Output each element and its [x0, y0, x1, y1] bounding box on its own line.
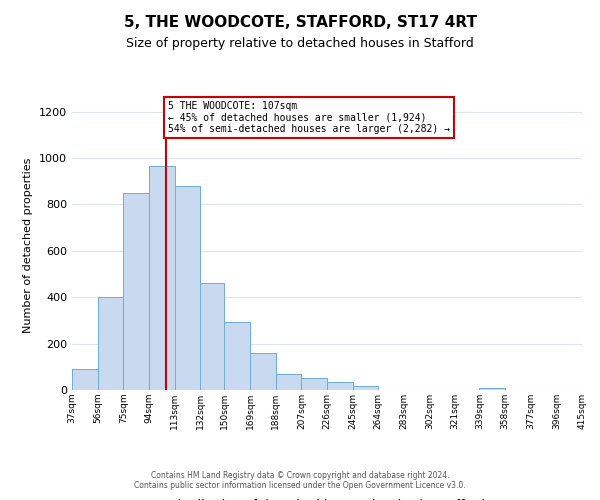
Bar	[224, 322, 250, 390]
Bar	[250, 353, 276, 390]
Bar	[327, 382, 353, 390]
Y-axis label: Number of detached properties: Number of detached properties	[23, 158, 34, 332]
Bar	[175, 186, 200, 390]
Bar	[200, 284, 224, 390]
Text: 5 THE WOODCOTE: 107sqm
← 45% of detached houses are smaller (1,924)
54% of semi-: 5 THE WOODCOTE: 107sqm ← 45% of detached…	[168, 101, 450, 134]
X-axis label: Distribution of detached houses by size in Stafford: Distribution of detached houses by size …	[169, 498, 485, 500]
Bar	[123, 194, 149, 390]
Text: Contains HM Land Registry data © Crown copyright and database right 2024.
Contai: Contains HM Land Registry data © Crown c…	[134, 470, 466, 490]
Text: Size of property relative to detached houses in Stafford: Size of property relative to detached ho…	[126, 38, 474, 51]
Bar	[301, 378, 327, 390]
Bar	[98, 297, 123, 390]
Bar	[479, 388, 505, 390]
Text: 5, THE WOODCOTE, STAFFORD, ST17 4RT: 5, THE WOODCOTE, STAFFORD, ST17 4RT	[124, 15, 476, 30]
Bar	[353, 386, 378, 390]
Bar	[276, 374, 301, 390]
Bar	[72, 369, 98, 390]
Bar	[149, 166, 175, 390]
Bar	[582, 388, 600, 390]
